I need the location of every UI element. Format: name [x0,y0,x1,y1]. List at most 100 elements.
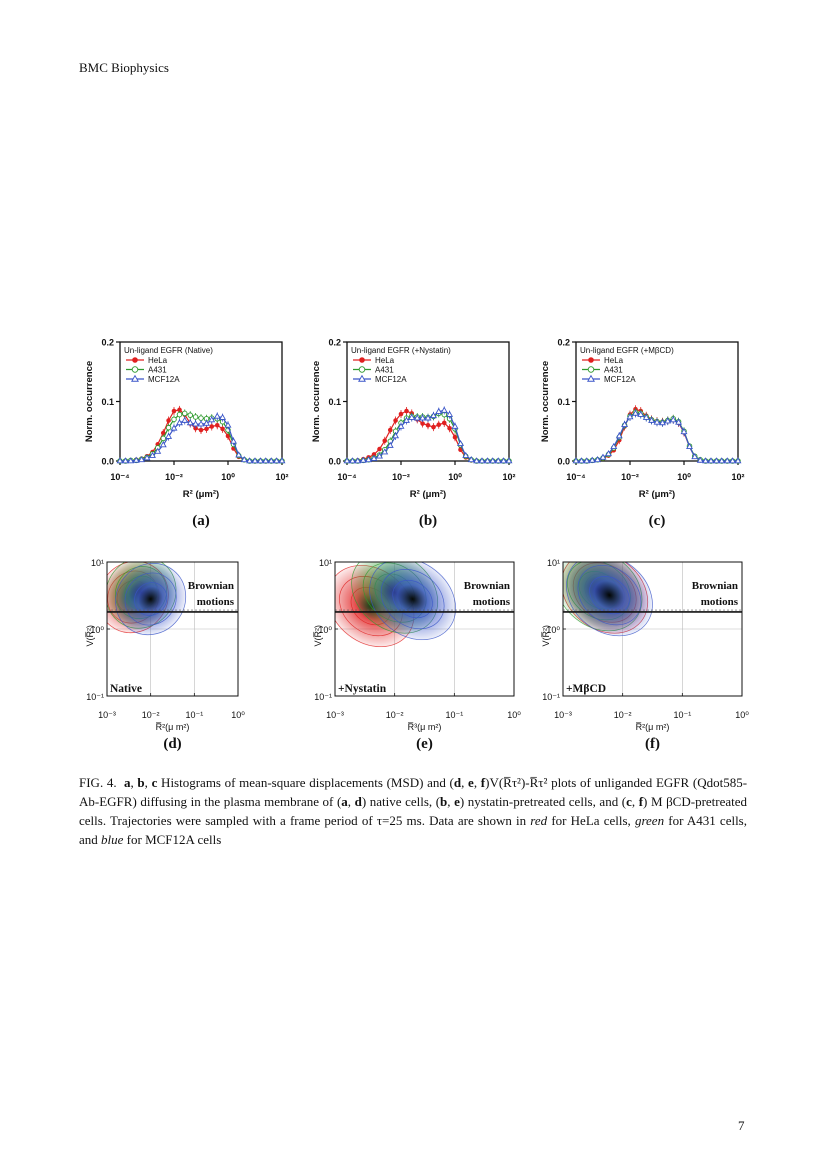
y-tick-label: 0.0 [101,457,114,467]
caption-ref-f2: f [638,794,644,809]
legend-label-hela: HeLa [148,356,168,365]
data-point-mcf12a [278,457,286,464]
data-point-mcf12a [505,457,513,464]
data-point-a431 [165,424,172,431]
data-point-mcf12a [653,418,661,425]
data-point-mcf12a [138,456,146,463]
data-point-hela [382,438,388,444]
panel-label-f: (f) [645,736,660,752]
region-label-line1: Brownian [188,580,234,592]
data-point-mcf12a [413,414,421,421]
data-point-mcf12a [122,457,129,464]
data-point-mcf12a [154,447,162,454]
data-point-hela [447,425,452,431]
panel-label-a: (a) [192,513,210,529]
data-point-hela [177,407,182,413]
caption-text-5: ) M βCD-pretreated cells. Trajectories w… [79,794,748,828]
x-tick-label: 10⁻² [621,472,639,482]
contour-mcf12a [380,568,445,630]
caption-ref-e: e [468,775,474,790]
data-point-a431 [131,366,139,373]
data-point-mcf12a [446,410,454,417]
data-point-mcf12a [381,448,389,455]
x-tick-label: 10⁻² [165,472,183,482]
caption-text-2: )V(R̅τ²)-R̅τ² plots of unliganded EGFR (… [79,775,748,809]
caption-ref-b: b [137,775,145,790]
panel-title: Un-ligand EGFR (+Nystatin) [351,346,451,355]
panel-label-b: (b) [419,513,437,529]
journal-header: BMC Biophysics [79,60,169,75]
y-tick-label: 10⁻¹ [86,692,104,702]
data-point-mcf12a [403,416,410,423]
data-point-hela [171,408,177,414]
caption-ref-a2: a [341,794,348,809]
density-mcf12a [369,562,456,641]
density-mcf12a [115,562,187,636]
y-tick-label: 0.1 [101,397,114,407]
panel-label-e: (e) [416,736,433,752]
page-number: 7 [738,1118,745,1133]
data-point-mcf12a [680,428,688,435]
x-axis-label: R̅²(μ m²) [636,722,670,732]
data-point-mcf12a [572,457,580,464]
data-point-mcf12a [473,457,481,464]
x-tick-label: 10⁻² [614,710,632,720]
data-point-mcf12a [370,454,378,461]
caption-text-4: ) nystatin-pretreated cells, and ( [459,794,627,809]
histogram-panel-b: 0.0 0.1 0.2 10⁻⁴ 10⁻² 10⁰ 10² R² (μm²) Norm. occ… [311,338,516,501]
region-label-line1: Brownian [692,580,738,592]
data-point-a431 [198,415,204,421]
y-tick-label: 10⁰ [318,625,332,635]
x-tick-label: 10⁰ [507,710,521,720]
data-point-mcf12a [132,456,140,463]
data-point-mcf12a [186,419,194,426]
data-point-mcf12a [691,453,699,460]
data-point-hela [436,422,442,428]
data-point-mcf12a [116,457,124,464]
caption-fig-label: FIG. 4. [79,775,117,790]
data-point-mcf12a [621,420,629,427]
condition-label: +Nystatin [338,683,387,695]
contour-mcf12a [589,576,630,615]
density-clouds [563,562,653,637]
data-point-mcf12a [478,457,486,464]
x-tick-label: 10² [731,472,744,482]
x-tick-label: 10⁻¹ [185,710,203,720]
caption-green: green [634,813,665,828]
data-point-mcf12a [615,432,623,439]
data-point-mcf12a [637,410,645,417]
plot-frame [575,341,739,462]
legend-label-hela: HeLa [375,356,395,365]
density-clouds [335,562,457,648]
region-label-line2: motions [197,596,235,608]
data-point-hela [452,434,458,440]
data-point-mcf12a [230,437,237,444]
data-point-mcf12a [729,457,737,464]
data-point-hela [588,357,594,363]
data-point-mcf12a [149,451,156,458]
caption-ref-c2: c [626,794,632,809]
x-tick-label: 10⁻¹ [673,710,691,720]
legend-label-a431: A431 [148,366,167,375]
region-label-line2: motions [473,596,511,608]
data-point-mcf12a [588,456,596,463]
data-point-a431 [187,412,194,418]
data-point-mcf12a [192,420,200,427]
data-point-mcf12a [262,457,270,464]
data-point-mcf12a [462,451,470,458]
plot-frame [346,341,510,462]
data-point-a431 [171,416,177,423]
data-point-mcf12a [197,420,205,427]
caption-ref-a: a [123,775,131,790]
caption-text-6: for HeLa cells, [547,813,635,828]
y-axis-label: V(R̅²) [541,625,551,647]
data-point-mcf12a [599,453,607,460]
caption-ref-f: f [480,775,486,790]
data-point-mcf12a [208,416,216,423]
legend-label-mcf12a: MCF12A [604,375,636,384]
data-point-a431 [358,366,366,373]
legend-label-hela: HeLa [604,356,624,365]
y-tick-label: 10¹ [319,558,332,568]
data-point-mcf12a [648,416,656,423]
data-point-mcf12a [170,424,178,431]
